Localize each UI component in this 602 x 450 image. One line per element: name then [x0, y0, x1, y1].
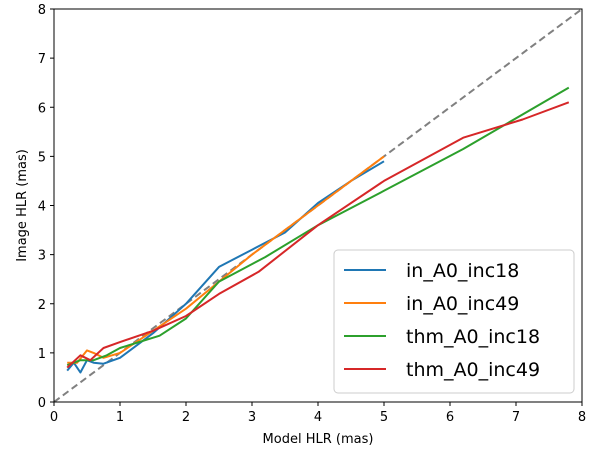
series-line-thm_A0_inc49	[66, 101, 570, 369]
x-tick-label: 1	[116, 410, 124, 425]
y-tick-label: 7	[38, 52, 46, 67]
x-tick-label: 8	[578, 410, 586, 425]
series-line-in_A0_inc49	[67, 155, 385, 364]
legend-label: in_A0_inc18	[406, 260, 519, 282]
x-tick-label: 2	[182, 410, 190, 425]
x-tick-label: 3	[248, 410, 256, 425]
x-axis-label: Model HLR (mas)	[263, 432, 374, 447]
x-tick-label: 7	[512, 410, 520, 425]
x-tick-label: 4	[314, 410, 322, 425]
y-tick-label: 0	[38, 396, 46, 411]
legend-label: in_A0_inc49	[406, 293, 519, 315]
plot-area	[54, 9, 582, 402]
legend-label: thm_A0_inc49	[406, 359, 540, 381]
x-tick-label: 5	[380, 410, 388, 425]
y-tick-label: 6	[38, 101, 46, 116]
x-tick-label: 0	[50, 410, 58, 425]
y-tick-label: 4	[38, 200, 46, 215]
legend: in_A0_inc18 in_A0_inc49 thm_A0_inc18 thm_A0…	[333, 249, 575, 394]
y-axis-label: Image HLR (mas)	[15, 149, 30, 262]
y-tick-label: 2	[38, 298, 46, 313]
y-tick-label: 3	[38, 249, 46, 264]
x-tick-label: 6	[446, 410, 454, 425]
legend-box	[333, 249, 575, 394]
y-tick-label: 8	[38, 3, 46, 18]
y-tick-label: 1	[38, 347, 46, 362]
series-line-thm_A0_inc18	[66, 86, 570, 367]
ticks: 0 1 2 3 4 5 6 7 8 0 1 2 3 4 5 6 7 8	[38, 3, 586, 425]
legend-label: thm_A0_inc18	[406, 326, 540, 348]
y-tick-label: 5	[38, 150, 46, 165]
